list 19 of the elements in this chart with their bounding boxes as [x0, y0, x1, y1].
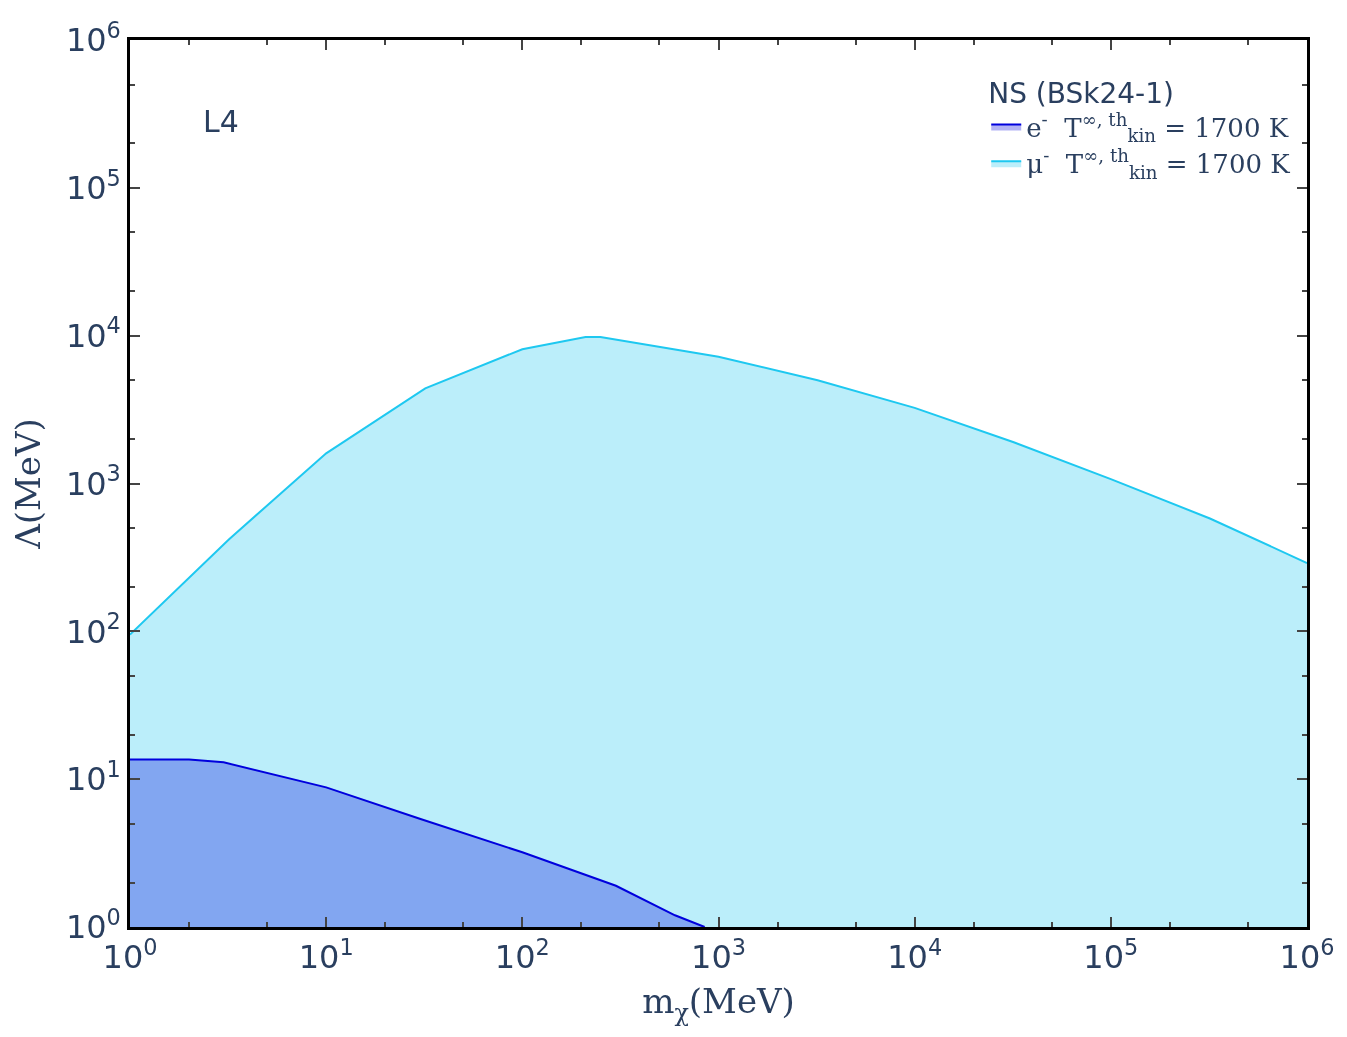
- y-tick-label: 10$^{1}$: [65, 755, 121, 799]
- legend-label: e$^{-}$ T$^{∞, th}$$_{kin}$ = 1700 K: [1026, 108, 1289, 147]
- y-axis-title: Λ(MeV): [8, 418, 49, 550]
- x-axis-title: m$_{χ}$(MeV): [642, 981, 795, 1027]
- y-tick-label: 10$^{4}$: [65, 312, 121, 355]
- x-tick-label: 10$^{5}$: [1083, 933, 1139, 977]
- x-tick-label: 10$^{0}$: [102, 933, 158, 977]
- x-tick-label: 10$^{3}$: [691, 933, 746, 977]
- y-tick-label: 10$^{5}$: [65, 164, 121, 208]
- legend-title: NS (BSk24-1): [988, 77, 1174, 111]
- y-tick-label: 10$^{2}$: [65, 608, 121, 651]
- y-tick-label: 10$^{6}$: [65, 16, 121, 60]
- y-tick-label: 10$^{3}$: [65, 460, 121, 503]
- x-tick-label: 10$^{6}$: [1279, 933, 1335, 977]
- annotation: L4: [203, 104, 239, 139]
- x-tick-label: 10$^{1}$: [298, 933, 354, 977]
- legend-label: μ$^{-}$ T$^{∞, th}$$_{kin}$ = 1700 K: [1026, 145, 1291, 183]
- x-tick-label: 10$^{2}$: [494, 933, 550, 977]
- x-tick-label: 10$^{4}$: [887, 933, 943, 977]
